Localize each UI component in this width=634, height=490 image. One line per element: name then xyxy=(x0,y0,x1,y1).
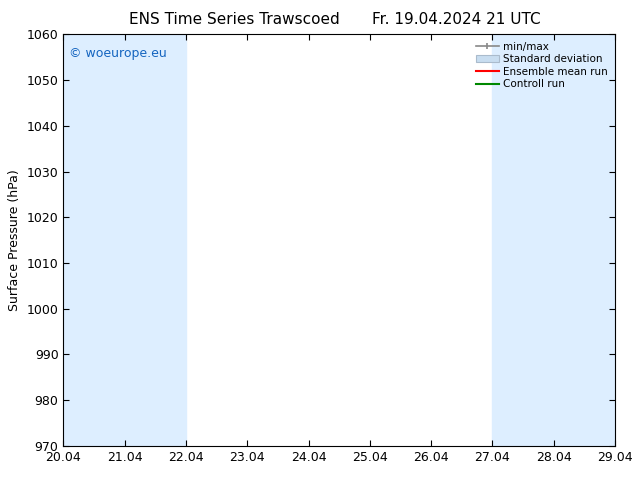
Bar xyxy=(63,34,186,446)
Y-axis label: Surface Pressure (hPa): Surface Pressure (hPa) xyxy=(8,169,21,311)
Text: ENS Time Series Trawscoed: ENS Time Series Trawscoed xyxy=(129,12,340,27)
Text: Fr. 19.04.2024 21 UTC: Fr. 19.04.2024 21 UTC xyxy=(372,12,541,27)
Legend: min/max, Standard deviation, Ensemble mean run, Controll run: min/max, Standard deviation, Ensemble me… xyxy=(474,40,610,92)
Bar xyxy=(493,34,615,446)
Text: © woeurope.eu: © woeurope.eu xyxy=(69,47,167,60)
